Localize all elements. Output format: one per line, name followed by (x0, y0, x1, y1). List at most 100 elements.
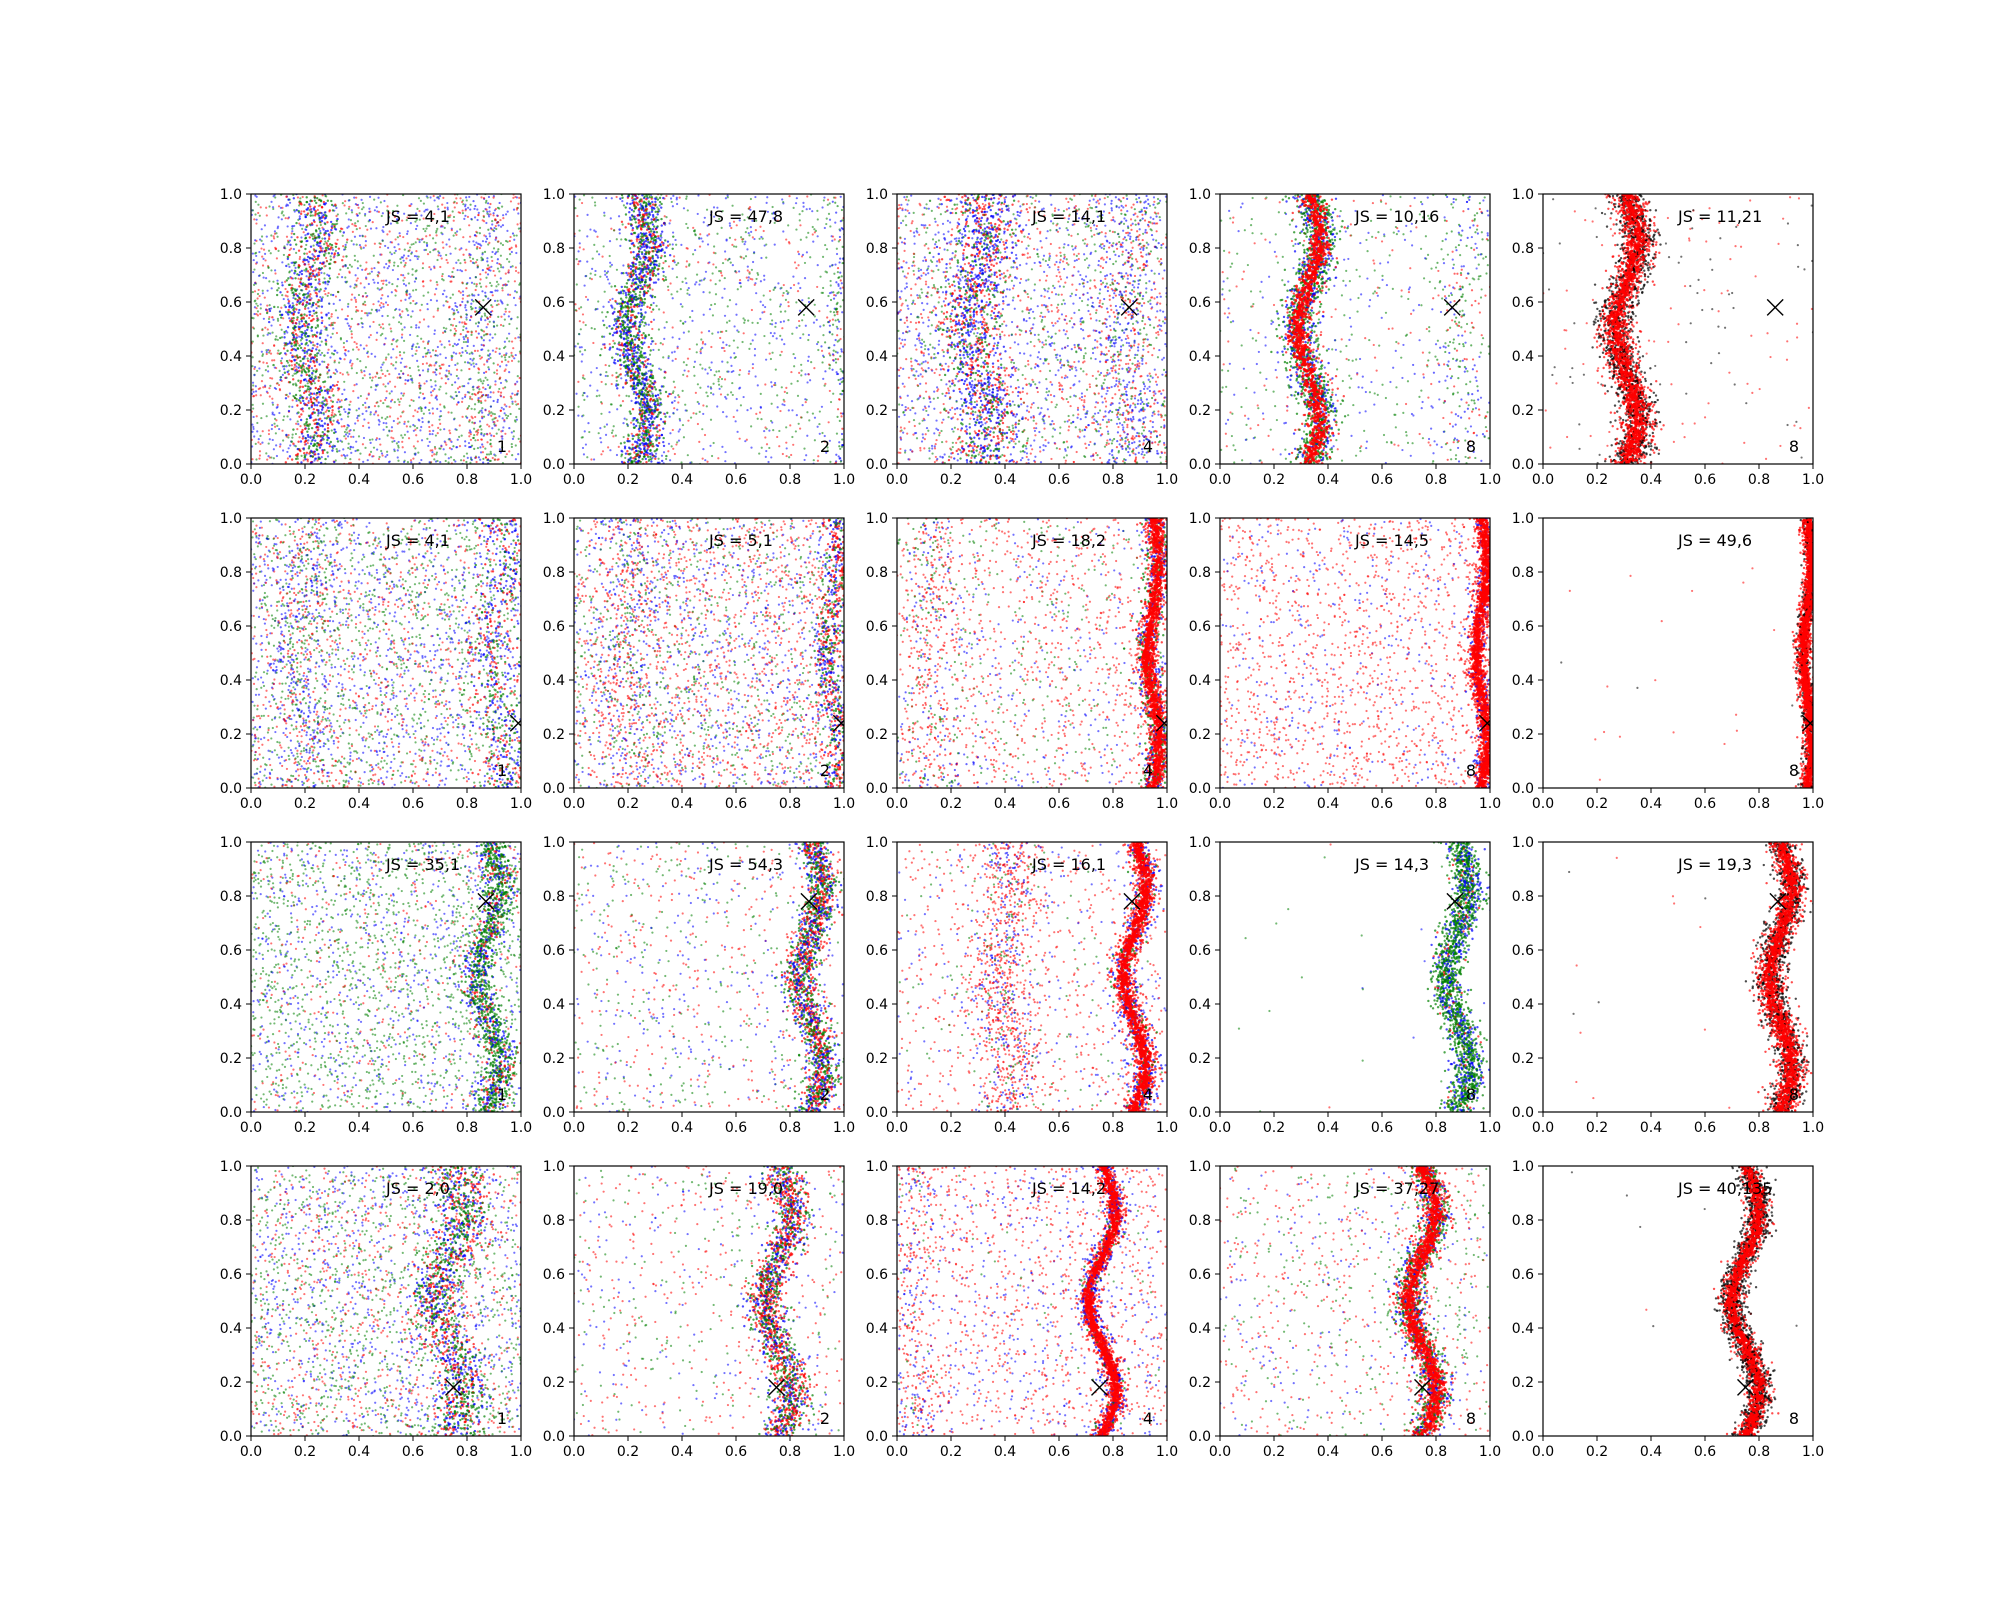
scatter-point (370, 334, 372, 336)
scatter-point (594, 201, 596, 203)
scatter-point (262, 290, 264, 292)
scatter-point (747, 279, 749, 281)
scatter-point (422, 238, 424, 240)
scatter-point (283, 331, 285, 333)
scatter-point (266, 235, 268, 237)
scatter-point (511, 392, 513, 394)
scatter-point (492, 457, 494, 459)
scatter-point (268, 316, 270, 318)
scatter-point (279, 379, 281, 381)
scatter-point (289, 304, 291, 306)
scatter-point (294, 325, 296, 327)
scatter-point (672, 205, 674, 207)
scatter-point (321, 361, 323, 363)
scatter-point (298, 293, 300, 295)
scatter-point (313, 259, 315, 261)
scatter-point (259, 215, 261, 217)
scatter-point (467, 301, 469, 303)
scatter-point (742, 241, 744, 243)
scatter-point (320, 272, 322, 274)
scatter-point (514, 337, 516, 339)
scatter-point (480, 451, 482, 453)
scatter-point (296, 404, 298, 406)
scatter-point (462, 236, 464, 238)
scatter-point (436, 228, 438, 230)
scatter-point (461, 321, 463, 323)
scatter-point (589, 277, 591, 279)
scatter-point (445, 392, 447, 394)
scatter-point (288, 284, 290, 286)
scatter-point (496, 215, 498, 217)
scatter-point (700, 237, 702, 239)
scatter-point (468, 241, 470, 243)
scatter-point (427, 445, 429, 447)
scatter-point (289, 418, 291, 420)
scatter-point (496, 401, 498, 403)
scatter-point (295, 322, 297, 324)
scatter-point (735, 303, 737, 305)
scatter-point (485, 371, 487, 373)
scatter-point (325, 339, 327, 341)
scatter-point (349, 408, 351, 410)
scatter-point (677, 401, 679, 403)
scatter-point (328, 410, 330, 412)
scatter-point (806, 251, 808, 253)
scatter-point (482, 344, 484, 346)
scatter-point (771, 385, 773, 387)
scatter-point (427, 291, 429, 293)
scatter-point (612, 435, 614, 437)
scatter-point (405, 257, 407, 259)
scatter-point (373, 281, 375, 283)
scatter-point (686, 375, 688, 377)
scatter-point (720, 385, 722, 387)
scatter-point (656, 206, 658, 208)
scatter-point (484, 399, 486, 401)
scatter-point (391, 390, 393, 392)
scatter-point (369, 439, 371, 441)
scatter-point (319, 344, 321, 346)
scatter-point (259, 295, 261, 297)
scatter-point (440, 415, 442, 417)
scatter-point (253, 435, 255, 437)
scatter-point (429, 364, 431, 366)
scatter-point (455, 234, 457, 236)
scatter-point (299, 394, 301, 396)
scatter-point (410, 399, 412, 401)
scatter-point (579, 242, 581, 244)
scatter-point (384, 418, 386, 420)
scatter-point (786, 447, 788, 449)
scatter-point (343, 346, 345, 348)
scatter-point (392, 316, 394, 318)
scatter-point (750, 226, 752, 228)
scatter-point (345, 349, 347, 351)
scatter-point (817, 341, 819, 343)
scatter-point (369, 211, 371, 213)
scatter-point (829, 461, 831, 463)
scatter-point (517, 453, 519, 455)
scatter-point (287, 258, 289, 260)
scatter-points (250, 193, 524, 465)
scatter-point (781, 339, 783, 341)
scatter-point (780, 287, 782, 289)
scatter-point (829, 225, 831, 227)
scatter-point (610, 286, 612, 288)
scatter-point (587, 299, 589, 301)
scatter-point (428, 426, 430, 428)
scatter-point (828, 213, 830, 215)
scatter-point (467, 341, 469, 343)
scatter-point (312, 273, 314, 275)
scatter-point (380, 326, 382, 328)
scatter-point (409, 425, 411, 427)
scatter-point (319, 373, 321, 375)
scatter-point (603, 212, 605, 214)
scatter-point (748, 348, 750, 350)
scatter-point (331, 412, 333, 414)
scatter-point (489, 235, 491, 237)
scatter-point (464, 261, 466, 263)
scatter-point (336, 276, 338, 278)
scatter-point (469, 319, 471, 321)
scatter-point (361, 326, 363, 328)
scatter-point (400, 300, 402, 302)
scatter-point (453, 459, 455, 461)
scatter-point (463, 455, 465, 457)
